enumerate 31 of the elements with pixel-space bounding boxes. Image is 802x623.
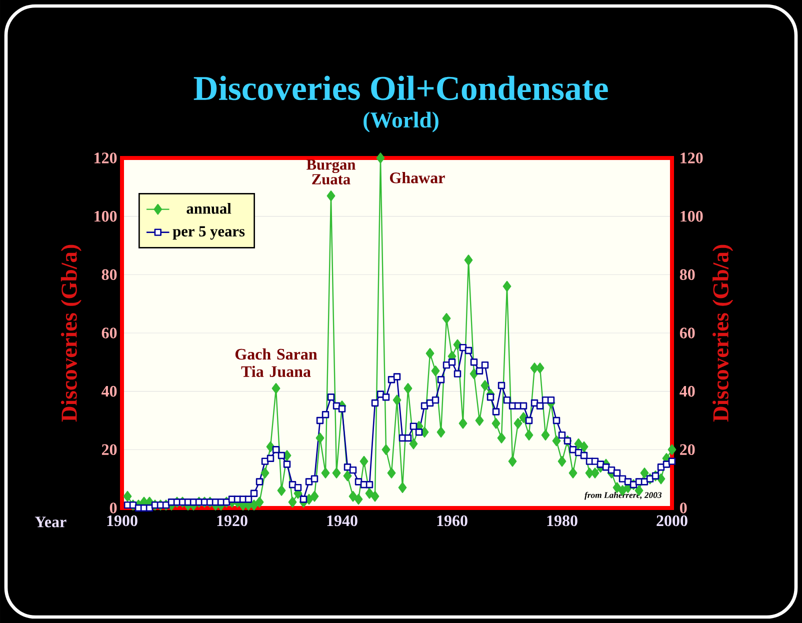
y-axis-title: Discoveries (Gb/a)	[60, 244, 82, 422]
chart-subtitle: (World)	[364, 112, 438, 132]
x-tick-label: 1920	[217, 515, 248, 526]
y2-tick-label: 80	[680, 269, 695, 280]
annotation: Burgan Zuata	[306, 160, 356, 184]
x-tick-label: 2000	[656, 515, 688, 526]
y2-tick-label: 20	[680, 444, 695, 456]
y-tick-label: 80	[102, 269, 117, 280]
annotation: Gach Saran Tia Juana	[235, 348, 318, 378]
y-tick-label: 60	[102, 328, 117, 338]
x-tick-label: 1940	[327, 515, 358, 526]
legend-label: per 5 years	[172, 226, 245, 240]
y2-tick-label: 40	[680, 386, 695, 397]
y-tick-label: 120	[94, 152, 117, 164]
y-tick-label: 100	[94, 210, 117, 222]
y2-tick-label: 120	[680, 152, 703, 164]
y2-tick-label: 60	[680, 328, 695, 338]
x-tick-label: 1900	[107, 515, 138, 526]
chart-title: Discoveries Oil+Condensate	[194, 76, 608, 100]
x-tick-label: 1980	[547, 515, 578, 526]
y-tick-label: 40	[102, 386, 117, 397]
y2-tick-label: 100	[680, 210, 703, 222]
x-axis-title: Year	[34, 516, 66, 528]
y-tick-label: 20	[102, 444, 117, 456]
y-tick-label: 0	[110, 502, 117, 514]
annotation: Ghawar	[390, 172, 445, 184]
y2-axis-title: Discoveries (Gb/a)	[712, 244, 734, 422]
annotation: from Laherrere, 2003	[584, 492, 662, 500]
y2-tick-label: 0	[680, 502, 687, 514]
legend-label: annual	[186, 202, 232, 214]
x-tick-label: 1960	[437, 515, 468, 526]
